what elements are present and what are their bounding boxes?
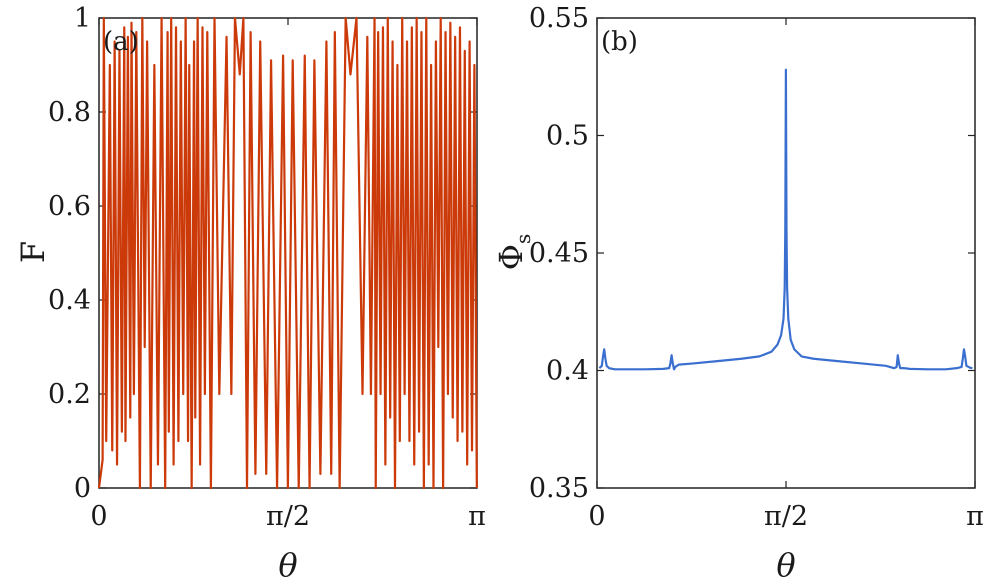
- panel-b-ytick-label-3: 0.5: [546, 121, 589, 152]
- panel-a-ylabel: F: [14, 241, 52, 263]
- panel-b-plot: [598, 68, 973, 371]
- panel-a-series-line-0: [97, 16, 478, 490]
- panel-a-xtick-label-0: 0: [90, 501, 107, 532]
- panel-a-ytick-label-1: 0.2: [48, 379, 91, 410]
- panel-b-ytick-label-2: 0.45: [529, 238, 589, 269]
- panel-b-xlabel: θ: [776, 546, 795, 584]
- panel-b-xtick-label-2: π: [966, 501, 984, 532]
- panel-a-label: (a): [103, 27, 139, 57]
- panel-a-xtick-label-2: π: [468, 501, 486, 532]
- panel-a-ytick-label-2: 0.4: [48, 285, 91, 316]
- panel-b-series-line-0: [598, 68, 973, 371]
- panel-b-ticks: 0.35 0.4 0.45 0.5 0.55 0 π/2 π: [529, 3, 984, 532]
- panel-b-ytick-label-0: 0.35: [529, 473, 589, 504]
- panel-b-ylabel-group: Φs: [492, 234, 535, 271]
- panel-b-ylabel-sub: s: [511, 234, 535, 244]
- panel-b-ytick-label-1: 0.4: [546, 356, 589, 387]
- panel-b-label: (b): [601, 27, 638, 57]
- panel-a: 0 0.2 0.4 0.6 0.8 1 0 π/2 π (a) F θ: [14, 3, 486, 584]
- panel-a-ytick-label-0: 0: [74, 473, 91, 504]
- panel-a-xtick-label-1: π/2: [266, 501, 310, 532]
- panel-a-xlabel: θ: [278, 546, 297, 584]
- panel-a-ytick-label-5: 1: [74, 3, 91, 34]
- panel-a-plot: [97, 16, 478, 490]
- panel-b-xtick-label-1: π/2: [764, 501, 808, 532]
- panel-a-ticks: 0 0.2 0.4 0.6 0.8 1 0 π/2 π: [48, 3, 486, 532]
- panel-b-ylabel: Φs: [492, 234, 535, 271]
- panel-a-ytick-label-4: 0.8: [48, 97, 91, 128]
- panel-b: 0.35 0.4 0.45 0.5 0.55 0 π/2 π (b) Φs θ: [492, 3, 984, 584]
- panel-b-ylabel-main: Φ: [492, 244, 530, 270]
- panel-b-ytick-label-4: 0.55: [529, 3, 589, 34]
- panel-b-xtick-label-0: 0: [588, 501, 605, 532]
- panel-a-ytick-label-3: 0.6: [48, 191, 91, 222]
